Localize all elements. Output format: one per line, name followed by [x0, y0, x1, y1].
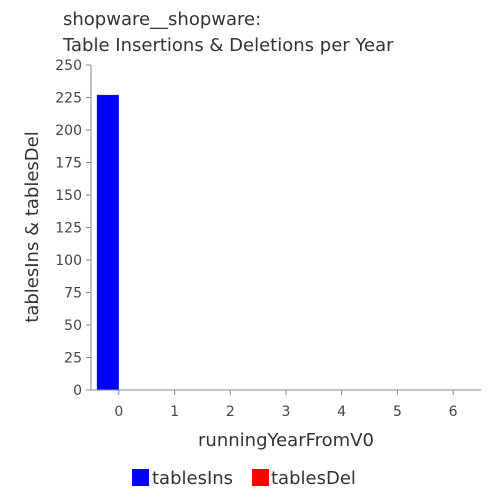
y-tick-label-225: 225 — [55, 91, 82, 107]
x-axis-title: runningYearFromV0 — [198, 430, 374, 451]
y-tick-label-75: 75 — [64, 286, 82, 302]
legend-swatch-tablesDel — [252, 469, 269, 486]
x-tick-label-6: 6 — [449, 404, 458, 420]
y-tick-label-25: 25 — [64, 351, 82, 367]
y-tick-label-50: 50 — [64, 318, 82, 334]
y-tick-label-150: 150 — [55, 188, 82, 204]
legend-swatch-tablesIns — [132, 469, 149, 486]
y-tick-label-0: 0 — [73, 383, 82, 399]
x-tick-label-5: 5 — [393, 404, 402, 420]
y-tick-label-250: 250 — [55, 58, 82, 74]
y-tick-label-175: 175 — [55, 156, 82, 172]
y-tick-label-100: 100 — [55, 253, 82, 269]
y-tick-label-200: 200 — [55, 123, 82, 139]
x-tick-label-4: 4 — [337, 404, 346, 420]
y-axis-title: tablesIns & tablesDel — [22, 131, 43, 322]
x-tick-label-1: 1 — [170, 404, 179, 420]
plot-area: 0 25 50 75 100 125 150 175 200 225 250 0 1 2 3 4 5 6 — [55, 58, 481, 420]
bar-tablesIns-0 — [96, 94, 119, 391]
chart-title-line-2: Table Insertions & Deletions per Year — [62, 35, 394, 56]
y-tick-label-125: 125 — [55, 221, 82, 237]
legend-label-tablesDel: tablesDel — [271, 468, 356, 489]
x-tick-label-0: 0 — [114, 404, 123, 420]
legend: tablesIns tablesDel — [132, 468, 356, 489]
chart-title-line-1: shopware__shopware: — [63, 9, 261, 30]
x-tick-label-3: 3 — [282, 404, 291, 420]
legend-label-tablesIns: tablesIns — [152, 468, 233, 489]
x-tick-label-2: 2 — [226, 404, 235, 420]
